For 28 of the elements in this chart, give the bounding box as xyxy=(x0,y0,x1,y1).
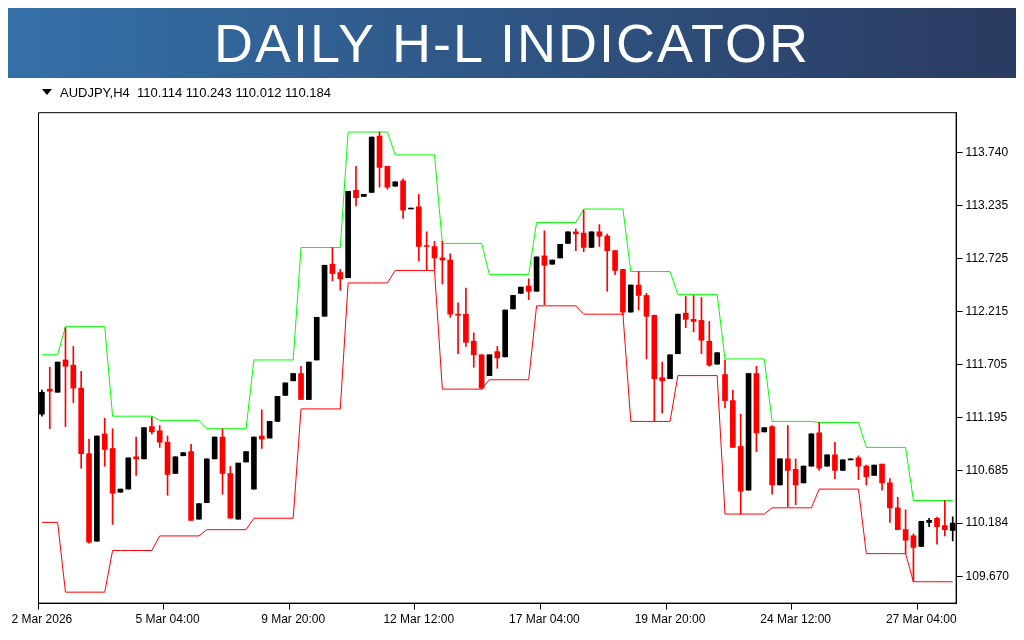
x-tick-label: 17 Mar 04:00 xyxy=(509,612,581,627)
y-tick-label: 109.670 xyxy=(965,568,1010,583)
y-tick-label: 113.740 xyxy=(965,145,1009,160)
x-tick-label: 12 Mar 12:00 xyxy=(383,612,455,627)
x-tick-label: 2 Mar 2026 xyxy=(11,612,73,627)
candlestick xyxy=(784,425,791,508)
y-tick-label: 110.685 xyxy=(965,463,1009,478)
y-tick-label: 112.215 xyxy=(965,303,1009,318)
chart-title: AUDJPY,H4 110.114 110.243 110.012 110.184 xyxy=(60,84,332,100)
y-tick-label: 113.235 xyxy=(965,197,1009,212)
y-tick-label: 111.195 xyxy=(965,410,1008,425)
candlestick xyxy=(604,233,611,292)
candlestick xyxy=(455,302,461,355)
candlestick xyxy=(133,436,139,476)
x-tick-label: 9 Mar 20:00 xyxy=(261,612,326,627)
candlestick xyxy=(682,296,689,329)
candlestick xyxy=(46,366,53,430)
candlestick xyxy=(353,166,359,207)
x-tick-label: 24 Mar 12:00 xyxy=(760,612,832,627)
y-tick-label: 111.705 xyxy=(965,356,1008,371)
x-tick-label: 5 Mar 04:00 xyxy=(135,612,200,627)
y-tick-label: 112.725 xyxy=(965,250,1009,265)
chart-subtitle: DAILY H-L INDICATOR xyxy=(213,12,811,74)
candlestick xyxy=(942,500,948,537)
candlestick xyxy=(659,361,666,414)
x-tick-label: 19 Mar 20:00 xyxy=(634,612,706,627)
x-tick-label: 27 Mar 04:00 xyxy=(885,612,957,627)
y-tick-label: 110.184 xyxy=(965,515,1009,530)
